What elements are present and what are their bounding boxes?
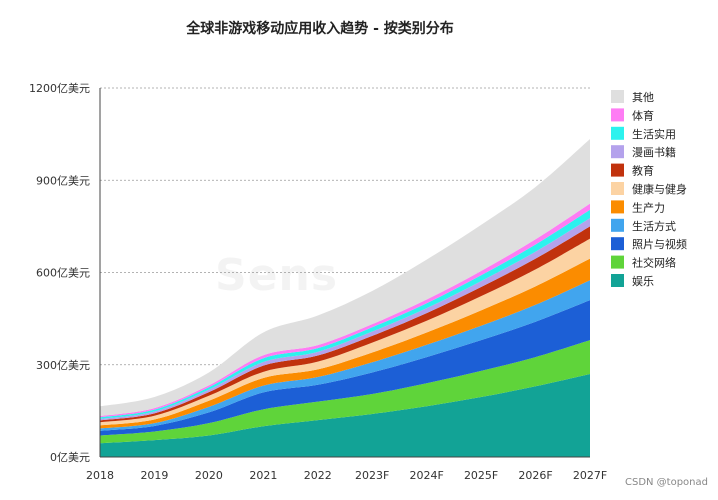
legend-label: 娱乐 [632, 274, 654, 288]
area-series-1 [100, 373, 590, 457]
area-series-2 [100, 340, 590, 444]
legend-swatch [611, 108, 624, 122]
x-tick-label: 2018 [86, 469, 114, 482]
source-watermark: CSDN @toponad [624, 477, 708, 488]
legend-swatch [611, 200, 624, 214]
legend-label: 健康与健身 [632, 182, 687, 196]
y-tick-label: 900亿美元 [36, 174, 90, 187]
x-tick-label: 2022 [304, 469, 332, 482]
legend-swatch [611, 274, 624, 287]
x-tick-label: 2024F [410, 469, 444, 482]
y-tick-label: 1200亿美元 [29, 82, 90, 95]
legend-label: 体育 [632, 108, 654, 122]
legend-swatch [611, 182, 624, 195]
legend-label: 生活方式 [632, 219, 676, 233]
legend-swatch [611, 90, 624, 103]
x-tick-label: 2020 [195, 469, 223, 482]
area-series [100, 139, 590, 457]
legend-label: 教育 [632, 164, 654, 178]
legend-swatch [611, 163, 624, 177]
legend-label: 漫画书籍 [632, 145, 676, 159]
area-series-3 [100, 300, 590, 436]
x-tick-label: 2027F [573, 469, 607, 482]
legend-label: 生活实用 [632, 127, 676, 141]
x-tick-label: 2021 [249, 469, 277, 482]
legend-swatch [611, 255, 624, 269]
legend-label: 社交网络 [632, 256, 676, 270]
legend-swatch [611, 218, 624, 232]
background-watermark: Sens [215, 250, 339, 301]
x-tick-label: 2023F [355, 469, 389, 482]
y-tick-label: 300亿美元 [36, 359, 90, 372]
legend-label: 照片与视频 [632, 237, 687, 251]
axes: 0亿美元 300亿美元 600亿美元 900亿美元 1200亿美元 2018 2019 202… [29, 82, 607, 482]
legend-swatch [611, 126, 624, 140]
y-tick-label: 600亿美元 [36, 267, 90, 280]
x-tick-label: 2026F [518, 469, 552, 482]
legend-swatch [611, 237, 624, 251]
chart-title: 全球非游戏移动应用收入趋势 - 按类别分布 [186, 21, 454, 37]
legend-label: 其他 [632, 91, 654, 104]
x-tick-label: 2025F [464, 469, 498, 482]
legend-swatch [611, 145, 624, 159]
legend-label: 生产力 [632, 200, 665, 214]
y-tick-label: 0亿美元 [50, 451, 90, 464]
x-tick-label: 2019 [140, 469, 168, 482]
